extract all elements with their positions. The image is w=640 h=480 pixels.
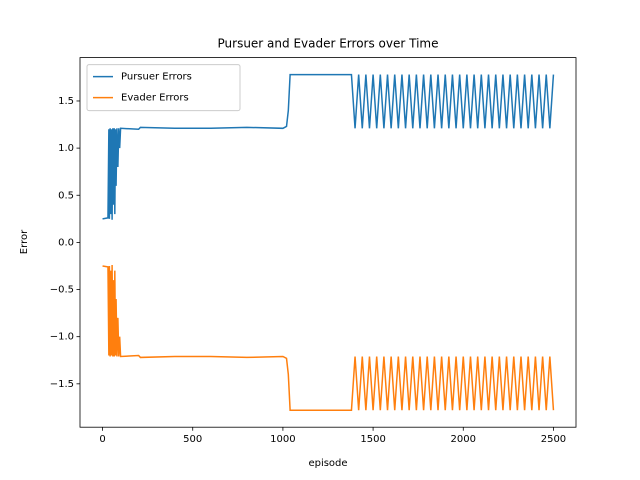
x-tick-label: 500: [183, 434, 202, 445]
y-tick-label: 1.0: [58, 143, 74, 154]
legend-label: Pursuer Errors: [121, 72, 192, 83]
y-tick-label: −1.5: [50, 379, 74, 390]
y-tick-label: 0.0: [58, 237, 74, 248]
x-tick-label: 0: [99, 434, 105, 445]
x-tick-label: 1500: [360, 434, 385, 445]
y-tick-label: −0.5: [50, 285, 74, 296]
plot-frame: [79, 57, 577, 428]
legend-box: [86, 64, 241, 112]
y-tick-label: −1.0: [50, 332, 74, 343]
x-tick-label: 2500: [541, 434, 566, 445]
y-tick-label: 0.5: [58, 190, 74, 201]
y-axis-label: Error: [19, 229, 30, 254]
y-tick-label: 1.5: [58, 96, 74, 107]
chart-title: Pursuer and Evader Errors over Time: [218, 37, 439, 51]
legend-label: Evader Errors: [121, 93, 189, 104]
data-line: [102, 73, 555, 220]
x-tick-label: 1000: [270, 434, 295, 445]
data-line: [102, 265, 555, 411]
x-axis-label: episode: [308, 458, 347, 469]
x-tick-label: 2000: [451, 434, 476, 445]
